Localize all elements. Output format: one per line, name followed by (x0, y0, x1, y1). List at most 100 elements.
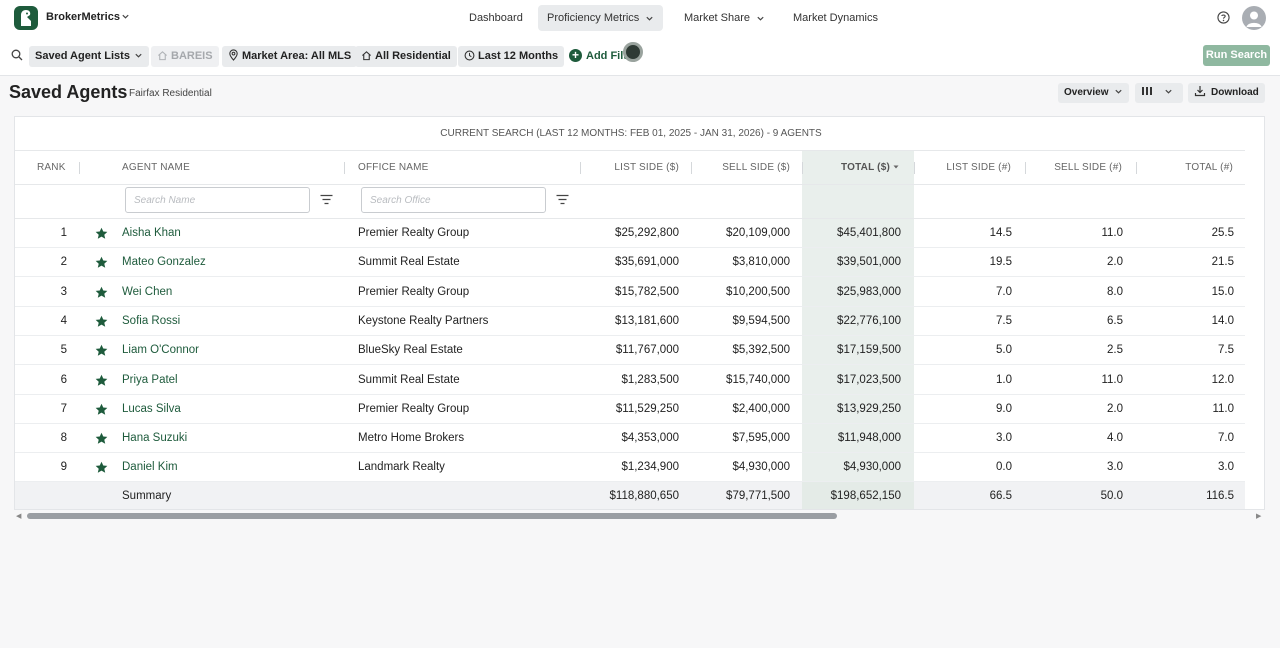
residential-chip[interactable]: All Residential (355, 46, 457, 67)
sell-side-count-cell: 2.5 (1107, 344, 1123, 357)
overview-dropdown[interactable]: Overview (1058, 83, 1130, 103)
header-rank[interactable]: RANK (37, 162, 66, 173)
summary-list-usd: $118,880,650 (609, 490, 680, 502)
header-office-name[interactable]: OFFICE NAME (358, 162, 429, 173)
columns-icon (1142, 87, 1152, 96)
table-row[interactable]: 5 Liam O'Connor BlueSky Real Estate $11,767… (15, 336, 1245, 366)
bareis-chip[interactable]: BAREIS (151, 46, 219, 67)
header-total-count[interactable]: TOTAL (#) (1185, 162, 1233, 173)
search-office-input[interactable] (361, 187, 546, 213)
sell-side-count-cell: 4.0 (1107, 432, 1123, 445)
agent-name-link[interactable]: Mateo Gonzalez (122, 256, 206, 269)
header-agent-name[interactable]: AGENT NAME (122, 162, 190, 173)
agent-name-link[interactable]: Daniel Kim (122, 461, 178, 474)
nav-proficiency-metrics[interactable]: Proficiency Metrics (538, 5, 664, 31)
column-divider[interactable] (1025, 162, 1026, 174)
nav-dashboard[interactable]: Dashboard (460, 5, 532, 31)
nav-market-dynamics[interactable]: Market Dynamics (784, 5, 887, 31)
agent-name-link[interactable]: Sofia Rossi (122, 314, 181, 327)
scroll-left-icon[interactable]: ◀ (16, 513, 22, 520)
star-icon[interactable] (95, 256, 108, 269)
nav-market-dynamics-label: Market Dynamics (793, 12, 878, 24)
column-divider[interactable] (580, 162, 581, 174)
table-row[interactable]: 7 Lucas Silva Premier Realty Group $11,529,… (15, 395, 1245, 424)
header-list-side-usd[interactable]: LIST SIDE ($) (614, 162, 679, 173)
table-row[interactable]: 2 Mateo Gonzalez Summit Real Estate $35,691… (15, 248, 1245, 278)
agent-name-link[interactable]: Liam O'Connor (122, 344, 199, 357)
table-row[interactable]: 9 Daniel Kim Landmark Realty $1,234,900 $4,9… (15, 453, 1245, 483)
table-row[interactable]: 4 Sofia Rossi Keystone Realty Partners $13,… (15, 307, 1245, 336)
sell-side-usd-cell: $7,595,000 (732, 432, 790, 445)
agent-name-link[interactable]: Hana Suzuki (122, 432, 188, 445)
list-side-count-cell: 7.5 (996, 314, 1012, 327)
header-sell-side-usd[interactable]: SELL SIDE ($) (722, 162, 790, 173)
columns-dropdown[interactable] (1135, 83, 1183, 103)
chevron-down-icon[interactable] (121, 12, 130, 21)
total-count-cell: 11.0 (1212, 402, 1234, 415)
rank-cell: 1 (60, 227, 67, 239)
search-name-input[interactable] (125, 187, 310, 213)
filter-icon[interactable] (320, 194, 333, 205)
column-divider[interactable] (1136, 162, 1137, 174)
sell-side-usd-cell: $4,930,000 (732, 461, 790, 474)
period-chip[interactable]: Last 12 Months (458, 46, 565, 67)
search-icon[interactable] (11, 49, 23, 61)
agent-name-link[interactable]: Lucas Silva (122, 402, 181, 415)
scrollbar-thumb[interactable] (27, 513, 837, 519)
header-total-usd[interactable]: TOTAL ($) (805, 151, 899, 185)
star-icon[interactable] (95, 432, 108, 445)
market-area-chip[interactable]: Market Area: All MLS (222, 46, 358, 67)
table-row[interactable]: 8 Hana Suzuki Metro Home Brokers $4,353,000… (15, 424, 1245, 454)
summary-sell-usd: $79,771,500 (726, 490, 790, 502)
star-icon[interactable] (95, 344, 108, 357)
nav-market-share[interactable]: Market Share (675, 5, 774, 31)
star-icon[interactable] (95, 315, 108, 328)
column-divider[interactable] (344, 162, 345, 174)
period-label: Last 12 Months (478, 50, 559, 62)
agent-name-link[interactable]: Aisha Khan (122, 227, 181, 239)
table-row[interactable]: 3 Wei Chen Premier Realty Group $15,782,500… (15, 278, 1245, 307)
header-divider (15, 184, 1245, 185)
list-side-count-cell: 3.0 (996, 432, 1012, 445)
avatar-icon[interactable] (1242, 6, 1266, 30)
run-search-button[interactable]: Run Search (1203, 45, 1270, 66)
brand-name[interactable]: BrokerMetrics (46, 11, 120, 23)
agent-name-link[interactable]: Priya Patel (122, 373, 178, 386)
column-divider[interactable] (914, 162, 915, 174)
star-icon[interactable] (95, 227, 108, 240)
rank-cell: 4 (60, 314, 67, 327)
column-divider[interactable] (802, 162, 803, 174)
sell-side-usd-cell: $20,109,000 (726, 227, 790, 239)
download-button[interactable]: Download (1188, 83, 1265, 103)
office-name-cell: Premier Realty Group (358, 285, 470, 298)
help-icon[interactable] (1217, 11, 1230, 24)
column-divider[interactable] (691, 162, 692, 174)
agent-name-link[interactable]: Wei Chen (122, 285, 173, 298)
logo-icon[interactable] (14, 6, 38, 30)
star-icon[interactable] (95, 461, 108, 474)
list-side-count-cell: 19.5 (989, 256, 1012, 269)
saved-agent-lists-dropdown[interactable]: Saved Agent Lists (29, 46, 149, 67)
header-list-side-count[interactable]: LIST SIDE (#) (946, 162, 1011, 173)
plus-icon: + (569, 48, 582, 62)
list-side-count-cell: 9.0 (996, 402, 1012, 415)
total-count-cell: 21.5 (1211, 256, 1234, 269)
table-row[interactable]: 6 Priya Patel Summit Real Estate $1,283,500… (15, 366, 1245, 395)
list-side-usd-cell: $15,782,500 (615, 285, 679, 298)
sell-side-usd-cell: $3,810,000 (732, 256, 790, 269)
office-name-cell: Premier Realty Group (358, 227, 470, 239)
total-count-cell: 25.5 (1211, 227, 1234, 239)
star-icon[interactable] (95, 286, 108, 299)
table-row[interactable]: 1 Aisha Khan Premier Realty Group $25,292,8… (15, 219, 1245, 248)
total-count-cell: 14.0 (1211, 314, 1234, 327)
filter-icon[interactable] (556, 194, 569, 205)
star-icon[interactable] (95, 403, 108, 416)
pin-icon (229, 49, 238, 61)
column-divider[interactable] (79, 162, 80, 174)
agents-table: CURRENT SEARCH (LAST 12 MONTHS: FEB 01, … (14, 116, 1246, 510)
star-icon[interactable] (95, 374, 108, 387)
header-sell-side-count[interactable]: SELL SIDE (#) (1054, 162, 1122, 173)
horizontal-scrollbar[interactable]: ◀ ▶ (14, 510, 1266, 522)
chevron-down-icon (1115, 89, 1122, 94)
scroll-right-icon[interactable]: ▶ (1256, 513, 1262, 520)
